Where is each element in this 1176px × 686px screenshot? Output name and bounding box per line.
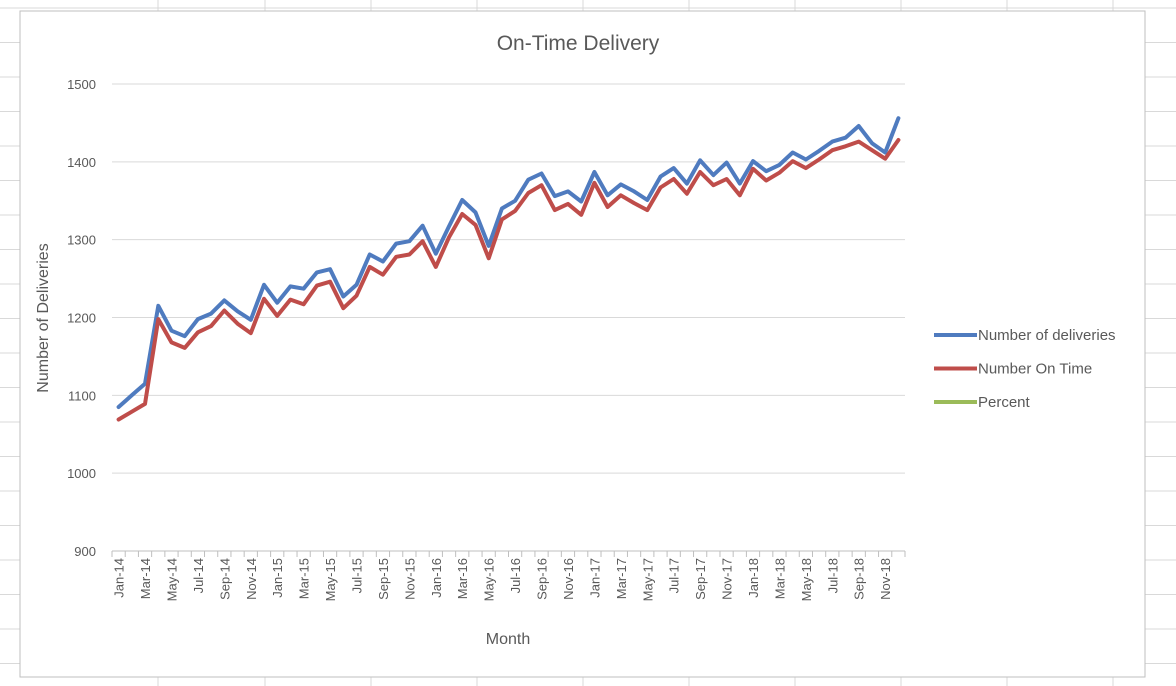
x-tick-label: Jan-16: [429, 558, 444, 598]
x-tick-label: Mar-16: [455, 558, 470, 599]
legend-item[interactable]: Percent: [934, 394, 1031, 411]
x-tick-label: Jan-15: [270, 558, 285, 598]
y-tick-label: 1300: [67, 233, 96, 248]
x-tick-label: Jul-16: [508, 558, 523, 593]
legend-item[interactable]: Number On Time: [934, 361, 1092, 378]
legend-label: Number On Time: [978, 361, 1092, 378]
y-axis-tick-labels: 900 1000 1100 1200 1300 1400 1500: [67, 77, 96, 559]
x-tick-label: Jan-18: [746, 558, 761, 598]
x-tick-label: Nov-15: [402, 558, 417, 600]
x-tick-label: Jul-18: [825, 558, 840, 593]
x-tick-label: Jul-15: [350, 558, 365, 593]
x-tick-label: May-16: [482, 558, 497, 601]
x-tick-label: May-15: [323, 558, 338, 601]
legend-label: Percent: [978, 394, 1031, 411]
x-tick-label: May-17: [640, 558, 655, 601]
legend-item[interactable]: Number of deliveries: [934, 327, 1116, 344]
x-tick-label: Nov-18: [878, 558, 893, 600]
y-tick-label: 1000: [67, 466, 96, 481]
x-tick-label: Mar-17: [614, 558, 629, 599]
x-axis-title[interactable]: Month: [486, 631, 530, 648]
x-tick-label: Mar-14: [138, 558, 153, 599]
y-tick-label: 1200: [67, 311, 96, 326]
x-tick-label: Nov-17: [720, 558, 735, 600]
x-tick-label: Jan-17: [587, 558, 602, 598]
x-tick-label: Sep-14: [217, 558, 232, 600]
plot-series[interactable]: [116, 116, 901, 422]
x-tick-label: Nov-16: [561, 558, 576, 600]
y-tick-label: 1100: [68, 388, 96, 403]
chart-title[interactable]: On-Time Delivery: [497, 32, 660, 55]
x-axis-tick-labels: Jan-14 Mar-14 May-14 Jul-14 Sep-14 Nov-14 Jan-…: [112, 558, 894, 601]
chart-object[interactable]: On-Time Delivery 900 1000 1100 1200 1300 1400…: [19, 10, 1146, 678]
x-tick-label: Jul-14: [191, 558, 206, 593]
x-tick-label: Sep-15: [376, 558, 391, 600]
series-line-number-of-deliveries[interactable]: [116, 116, 901, 409]
x-tick-label: Mar-15: [297, 558, 312, 599]
x-tick-label: Nov-14: [244, 558, 259, 600]
x-tick-label: Sep-17: [693, 558, 708, 600]
x-tick-label: Sep-16: [535, 558, 550, 600]
y-tick-label: 900: [74, 544, 96, 559]
x-axis-tick-marks: [111, 551, 906, 557]
x-tick-label: Jan-14: [112, 558, 127, 598]
x-tick-label: Mar-18: [772, 558, 787, 599]
x-tick-label: Jul-17: [667, 558, 682, 593]
x-tick-label: May-18: [799, 558, 814, 601]
y-axis-title[interactable]: Number of Deliveries: [35, 243, 52, 392]
series-line-number-on-time[interactable]: [116, 138, 901, 422]
x-tick-label: May-14: [164, 558, 179, 601]
chart-area-border[interactable]: [19, 10, 1146, 678]
legend-label: Number of deliveries: [978, 327, 1116, 344]
y-tick-label: 1400: [67, 155, 96, 170]
x-tick-label: Sep-18: [852, 558, 867, 600]
y-tick-label: 1500: [67, 77, 96, 92]
chart-legend[interactable]: Number of deliveries Number On Time Percen…: [934, 327, 1116, 411]
